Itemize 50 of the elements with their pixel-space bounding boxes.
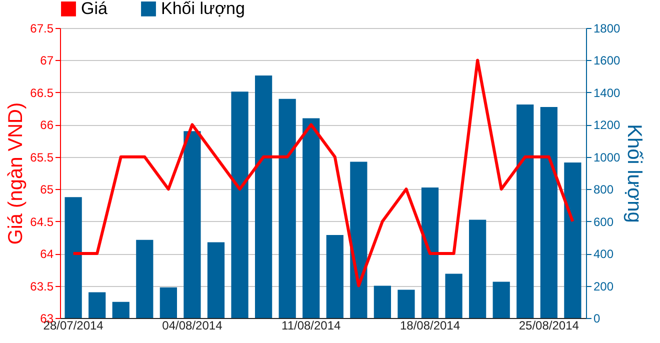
bar (64, 197, 82, 318)
legend-label: Giá (81, 0, 108, 18)
y-tick-label: 64 (40, 247, 54, 262)
y2-tick-label: 1600 (594, 54, 621, 68)
y-tick-label: 67 (40, 54, 54, 68)
bar (421, 188, 439, 318)
bar (445, 274, 462, 318)
bar (469, 220, 486, 318)
bar (160, 287, 177, 318)
bar (564, 162, 582, 318)
y-tick-label: 65.5 (30, 150, 54, 164)
y-tick-label: 63.5 (30, 279, 54, 294)
y2-tick-label: 400 (594, 247, 614, 262)
x-tick-label: 18/08/2014 (400, 318, 460, 332)
bar (207, 242, 225, 318)
bar (492, 282, 510, 318)
bar (231, 92, 248, 318)
y2-tick-label: 800 (594, 182, 614, 197)
x-tick-label: 25/08/2014 (518, 318, 580, 332)
y2-tick-label: 1200 (594, 118, 621, 132)
line-series (72, 58, 574, 288)
y2-tick-label: 200 (594, 279, 614, 294)
y2-tick-label: 1800 (594, 22, 621, 36)
bar (278, 98, 296, 318)
bar (516, 104, 534, 318)
bar (350, 162, 368, 318)
x-tick-label: 11/08/2014 (282, 318, 342, 332)
bar (398, 290, 415, 318)
bar (136, 240, 154, 318)
y-tick-label: 64.5 (30, 214, 54, 229)
y-tick-label: 66 (40, 118, 54, 132)
y-tick-label: 67.5 (30, 22, 54, 36)
y-tick-label: 66.5 (30, 86, 54, 100)
bar (184, 131, 201, 318)
x-tick-label: 04/08/2014 (162, 318, 223, 332)
bar (540, 106, 558, 318)
y2-tick-label: 0 (594, 312, 600, 326)
bar (112, 302, 130, 318)
bar (326, 235, 344, 318)
y2-tick-label: 1000 (594, 150, 621, 164)
bar (254, 76, 272, 318)
bar (302, 118, 320, 318)
bar (88, 292, 106, 318)
legend-label: Khối lượng (161, 0, 245, 18)
y2-axis-title: Khối lượng (623, 124, 646, 223)
y-tick-label: 65 (40, 182, 54, 197)
y-axis-title: Giá (ngàn VND) (5, 102, 28, 245)
y2-tick-label: 600 (594, 214, 614, 229)
y2-tick-label: 1400 (594, 86, 621, 100)
bar (374, 286, 392, 318)
